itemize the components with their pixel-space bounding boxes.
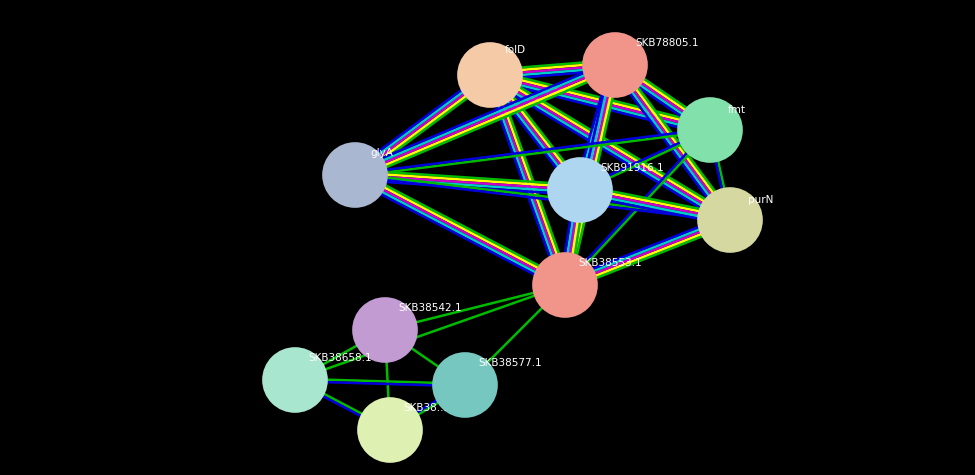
Circle shape — [583, 33, 647, 97]
Circle shape — [678, 98, 742, 162]
Text: SKB91916.1: SKB91916.1 — [600, 163, 664, 173]
Circle shape — [458, 43, 522, 107]
Text: purN: purN — [748, 195, 773, 205]
Circle shape — [533, 253, 597, 317]
Circle shape — [323, 143, 387, 207]
Text: SKB38...: SKB38... — [403, 403, 447, 413]
Circle shape — [548, 158, 612, 222]
Circle shape — [698, 188, 762, 252]
Text: SKB78805.1: SKB78805.1 — [635, 38, 698, 48]
Text: folD: folD — [505, 45, 526, 55]
Text: SKB38577.1: SKB38577.1 — [478, 358, 542, 368]
Circle shape — [358, 398, 422, 462]
Text: glyA: glyA — [370, 148, 393, 158]
Text: SKB38542.1: SKB38542.1 — [398, 303, 461, 313]
Circle shape — [433, 353, 497, 417]
Circle shape — [263, 348, 327, 412]
Text: fmt: fmt — [728, 105, 746, 115]
Text: SKB38658.1: SKB38658.1 — [308, 353, 371, 363]
Text: SKB38553.1: SKB38553.1 — [578, 258, 642, 268]
Circle shape — [353, 298, 417, 362]
